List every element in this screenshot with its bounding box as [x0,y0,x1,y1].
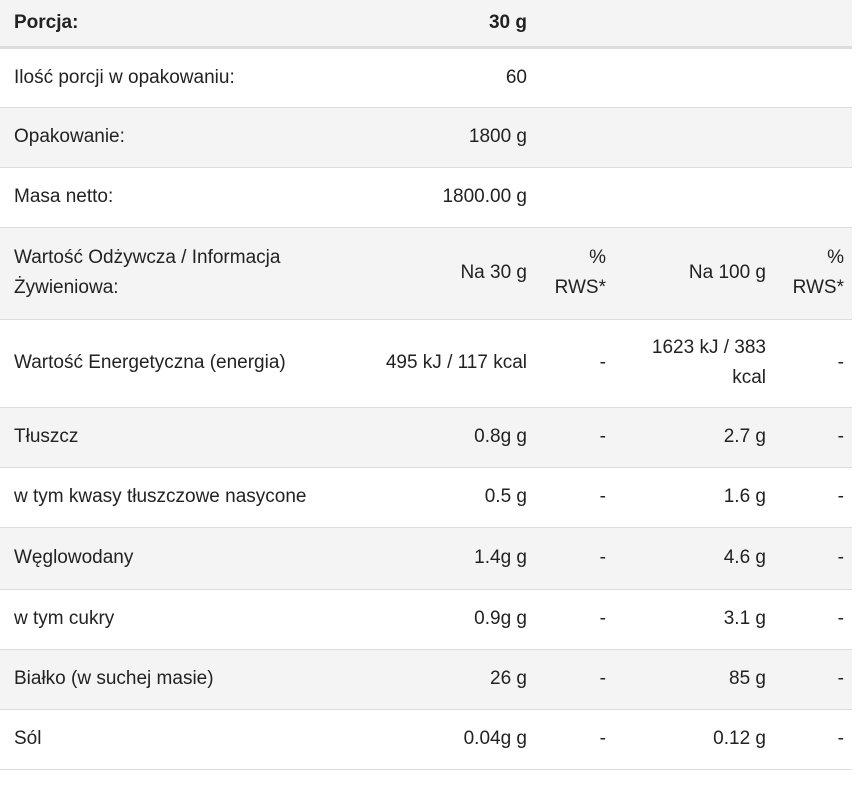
table-row: Sól 0.04g g -0.12 g- [0,709,852,770]
empty-cell [780,107,852,168]
cell-value: 1800.00 g [362,167,540,228]
empty-cell [540,167,620,228]
cell-value: 4.6 g [620,527,780,590]
empty-cell [540,47,620,108]
table-row: Węglowodany 1.4g g -4.6 g- [0,527,852,590]
row-label: Węglowodany [0,527,362,590]
row-label: Porcja: [0,0,362,49]
cell-value: - [780,589,852,650]
cell-value: Na 30 g [362,227,540,320]
row-label: Wartość Odżywcza / Informacja Żywieniowa… [0,227,362,320]
cell-value: - [780,407,852,468]
row-label: w tym cukry [0,589,362,650]
cell-value: - [780,649,852,710]
row-label: w tym kwasy tłuszczowe nasycone [0,467,362,528]
cell-value: - [540,467,620,528]
empty-cell [780,0,852,49]
empty-cell [620,47,780,108]
cell-value: 30 g [362,0,540,49]
empty-cell [540,0,620,49]
row-label: Wartość Energetyczna (energia) [0,319,362,408]
cell-value: % RWS* [540,227,620,320]
empty-cell [620,107,780,168]
cell-value: - [540,527,620,590]
table-body: Porcja: 30 g Ilość porcji w opakowaniu: 60 O… [0,0,852,770]
cell-value: 60 [362,47,540,108]
row-label: Opakowanie: [0,107,362,168]
cell-value: 0.5 g [362,467,540,528]
cell-value: - [780,467,852,528]
cell-value: - [540,589,620,650]
cell-value: % RWS* [780,227,852,320]
row-label: Tłuszcz [0,407,362,468]
table-row: Opakowanie: 1800 g [0,107,852,168]
table-row: Wartość Energetyczna (energia) 495 kJ / 1… [0,319,852,408]
row-label: Białko (w suchej masie) [0,649,362,710]
empty-cell [620,167,780,228]
table-row: Białko (w suchej masie) 26 g -85 g- [0,649,852,710]
cell-value: 1623 kJ / 383 kcal [620,319,780,408]
cell-value: 3.1 g [620,589,780,650]
row-label: Ilość porcji w opakowaniu: [0,47,362,108]
cell-value: 1.6 g [620,467,780,528]
empty-cell [620,0,780,49]
table-row: w tym cukry 0.9g g -3.1 g- [0,589,852,650]
cell-value: 0.8g g [362,407,540,468]
nutrition-table: Porcja: 30 g Ilość porcji w opakowaniu: 60 O… [0,0,852,770]
cell-value: - [540,407,620,468]
empty-cell [780,47,852,108]
table-row: w tym kwasy tłuszczowe nasycone 0.5 g -1.6… [0,467,852,528]
row-label: Masa netto: [0,167,362,228]
cell-value: 0.9g g [362,589,540,650]
cell-value: - [780,527,852,590]
row-label: Sól [0,709,362,770]
table-row: Wartość Odżywcza / Informacja Żywieniowa… [0,227,852,320]
cell-value: - [780,319,852,408]
cell-value: Na 100 g [620,227,780,320]
table-row: Ilość porcji w opakowaniu: 60 [0,47,852,108]
empty-cell [780,167,852,228]
cell-value: 1.4g g [362,527,540,590]
cell-value: 0.12 g [620,709,780,770]
table-row: Masa netto: 1800.00 g [0,167,852,228]
cell-value: 495 kJ / 117 kcal [362,319,540,408]
cell-value: 2.7 g [620,407,780,468]
cell-value: - [540,649,620,710]
cell-value: - [540,709,620,770]
table-row: Tłuszcz 0.8g g -2.7 g- [0,407,852,468]
empty-cell [540,107,620,168]
cell-value: 85 g [620,649,780,710]
table-row: Porcja: 30 g [0,0,852,49]
cell-value: 0.04g g [362,709,540,770]
cell-value: - [780,709,852,770]
cell-value: - [540,319,620,408]
cell-value: 26 g [362,649,540,710]
cell-value: 1800 g [362,107,540,168]
